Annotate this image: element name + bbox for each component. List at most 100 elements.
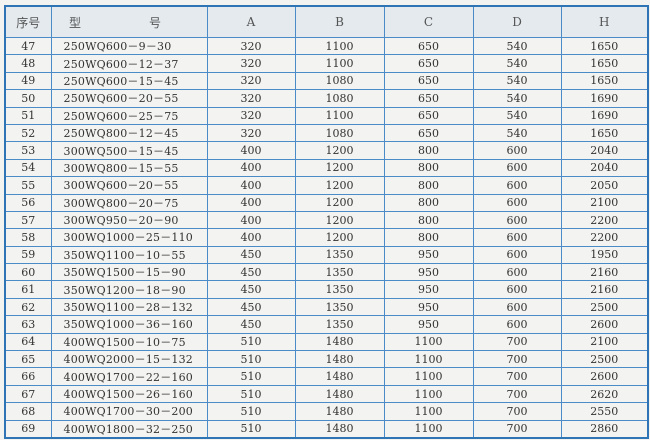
header-index: 序号 [4,5,52,38]
cell-c: 650 [383,71,474,91]
cell-b: 1200 [294,193,385,212]
table-row: 54 300WQ800－15－55 400 1200 800 600 2040 [4,158,649,178]
cell-d: 600 [472,297,562,317]
cell-b: 1200 [294,176,385,195]
cell-d: 540 [472,123,562,143]
table-row: 48 250WQ600－12－37 320 1100 650 540 1650 [4,54,649,73]
cell-c: 800 [383,176,474,195]
table-row: 61 350WQ1200－18－90 450 1350 950 600 2160 [4,280,649,299]
cell-index: 63 [4,315,52,334]
cell-c: 950 [383,315,474,334]
cell-model: 400WQ1500－26－160 [50,384,208,404]
cell-model: 400WQ2000－15－132 [50,350,208,369]
cell-a: 320 [206,123,296,143]
cell-a: 400 [206,228,296,247]
cell-b: 1480 [294,419,385,439]
header-model: 型 号 [50,5,208,38]
cell-d: 540 [472,89,562,108]
cell-d: 700 [472,384,562,404]
cell-b: 1350 [294,297,385,317]
cell-c: 650 [383,123,474,143]
cell-index: 58 [4,228,52,247]
cell-b: 1350 [294,315,385,334]
cell-model: 350WQ1000－36－160 [50,315,208,334]
cell-h: 2040 [560,141,649,160]
cell-b: 1080 [294,89,385,108]
table-row: 69 400WQ1800－32－250 510 1480 1100 700 2860 [4,419,649,439]
cell-c: 1100 [383,419,474,439]
cell-a: 400 [206,193,296,212]
table-row: 62 350WQ1100－28－132 450 1350 950 600 2500 [4,297,649,317]
table-row: 55 300WQ600－20－55 400 1200 800 600 2050 [4,176,649,195]
cell-model: 250WQ800－12－45 [50,123,208,143]
cell-h: 2040 [560,158,649,178]
cell-b: 1100 [294,36,385,56]
cell-index: 59 [4,245,52,265]
cell-index: 66 [4,367,52,386]
cell-index: 61 [4,280,52,299]
cell-d: 600 [472,245,562,265]
cell-index: 52 [4,123,52,143]
table-row: 51 250WQ600－25－75 320 1100 650 540 1690 [4,106,649,125]
cell-c: 1100 [383,367,474,386]
cell-d: 600 [472,193,562,212]
cell-h: 2860 [560,419,649,439]
table-row: 53 300WQ500－15－45 400 1200 800 600 2040 [4,141,649,160]
table-row: 64 400WQ1500－10－75 510 1480 1100 700 2100 [4,332,649,352]
cell-b: 1480 [294,332,385,352]
cell-c: 650 [383,106,474,125]
cell-a: 510 [206,367,296,386]
cell-model: 350WQ1100－10－55 [50,245,208,265]
cell-h: 2100 [560,193,649,212]
cell-h: 1650 [560,123,649,143]
cell-d: 540 [472,71,562,91]
cell-h: 2160 [560,263,649,282]
cell-b: 1080 [294,71,385,91]
cell-a: 450 [206,280,296,299]
cell-a: 320 [206,71,296,91]
table-row: 60 350WQ1500－15－90 450 1350 950 600 2160 [4,263,649,282]
cell-a: 400 [206,210,296,230]
cell-h: 2600 [560,367,649,386]
cell-index: 53 [4,141,52,160]
cell-index: 57 [4,210,52,230]
cell-b: 1350 [294,245,385,265]
cell-a: 510 [206,402,296,421]
cell-model: 350WQ1500－15－90 [50,263,208,282]
cell-a: 400 [206,176,296,195]
cell-model: 350WQ1200－18－90 [50,280,208,299]
table-row: 68 400WQ1700－30－200 510 1480 1100 700 2550 [4,402,649,421]
table-row: 56 300WQ800－20－75 400 1200 800 600 2100 [4,193,649,212]
cell-c: 1100 [383,384,474,404]
cell-h: 2500 [560,297,649,317]
cell-model: 250WQ600－12－37 [50,54,208,73]
cell-h: 2600 [560,315,649,334]
cell-c: 950 [383,245,474,265]
cell-d: 600 [472,176,562,195]
table-row: 52 250WQ800－12－45 320 1080 650 540 1650 [4,123,649,143]
cell-c: 650 [383,54,474,73]
cell-model: 350WQ1100－28－132 [50,297,208,317]
cell-b: 1480 [294,350,385,369]
cell-c: 800 [383,193,474,212]
cell-model: 400WQ1800－32－250 [50,419,208,439]
cell-c: 1100 [383,402,474,421]
cell-h: 1650 [560,71,649,91]
cell-b: 1200 [294,210,385,230]
cell-b: 1100 [294,106,385,125]
header-b: B [294,5,385,38]
cell-c: 650 [383,36,474,56]
cell-a: 320 [206,36,296,56]
cell-b: 1480 [294,402,385,421]
cell-index: 49 [4,71,52,91]
table-row: 66 400WQ1700－22－160 510 1480 1100 700 2600 [4,367,649,386]
cell-d: 700 [472,350,562,369]
cell-h: 1650 [560,54,649,73]
cell-d: 540 [472,36,562,56]
cell-model: 300WQ600－20－55 [50,176,208,195]
cell-d: 600 [472,315,562,334]
cell-a: 400 [206,141,296,160]
cell-index: 48 [4,54,52,73]
cell-h: 2200 [560,228,649,247]
table-row: 49 250WQ600－15－45 320 1080 650 540 1650 [4,71,649,91]
